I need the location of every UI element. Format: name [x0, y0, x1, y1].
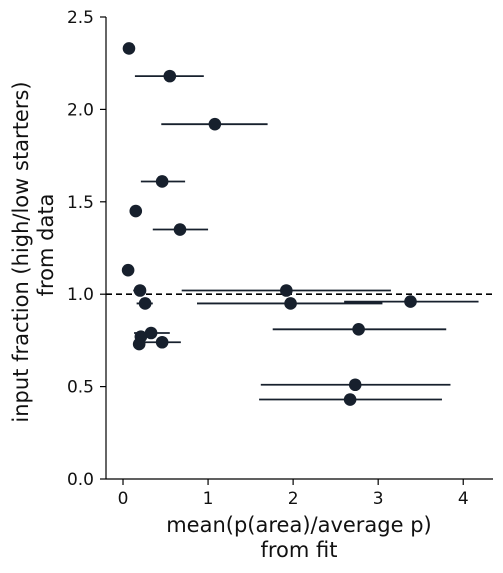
data-point [155, 175, 169, 188]
y-tick-label: 1.0 [67, 285, 94, 305]
data-point [155, 335, 169, 349]
data-point [129, 204, 143, 218]
y-tick-label: 0.0 [67, 470, 94, 490]
data-points [121, 42, 417, 406]
data-point [343, 393, 357, 406]
x-tick-label: 1 [203, 489, 214, 509]
y-tick-label: 2.0 [67, 100, 94, 120]
x-ticks: 0 1 2 3 4 [118, 479, 469, 509]
x-axis-label-line-2: from fit [260, 538, 337, 562]
data-point [122, 42, 136, 55]
data-point [348, 378, 362, 392]
data-point [404, 295, 417, 308]
x-axis-label-line-1: mean(p(area)/average p) [166, 513, 432, 537]
data-point [163, 69, 177, 83]
data-point [121, 263, 135, 277]
y-axis-label-line-1: input fraction (high/low starters) [9, 81, 33, 422]
x-tick-label: 2 [288, 489, 299, 509]
data-point [132, 337, 146, 351]
data-point [144, 326, 158, 340]
data-point [352, 323, 365, 336]
plot-area: 0.0 0.5 1.0 1.5 2.0 2.5 0 1 2 3 4 [67, 8, 493, 509]
data-point [173, 223, 187, 236]
y-tick-label: 0.5 [67, 378, 94, 398]
data-point [208, 117, 222, 131]
y-axis-label-line-2: from data [34, 194, 58, 297]
y-ticks: 0.0 0.5 1.0 1.5 2.0 2.5 [67, 8, 106, 490]
x-tick-label: 3 [373, 489, 384, 509]
data-point [133, 284, 147, 297]
data-point [284, 297, 297, 310]
x-tick-label: 0 [118, 489, 129, 509]
y-tick-label: 2.5 [67, 8, 94, 28]
data-point [138, 297, 152, 310]
y-tick-label: 1.5 [67, 193, 94, 213]
x-tick-label: 4 [458, 489, 469, 509]
data-point [280, 284, 293, 297]
